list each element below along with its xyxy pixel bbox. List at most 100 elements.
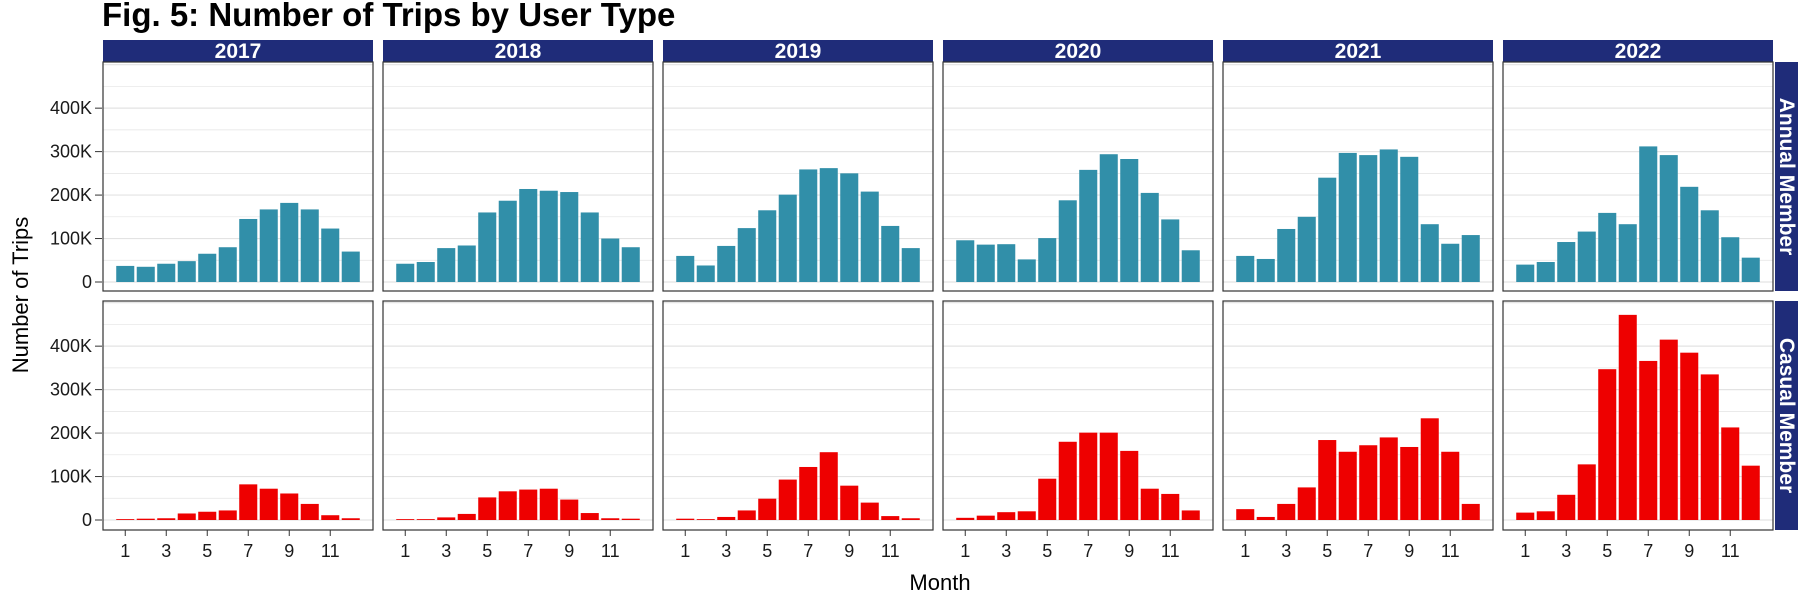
facet-strip-label-2018: 2018 [495, 40, 542, 63]
bar-annual-member-2019-m3 [717, 245, 736, 282]
x-tick-label: 3 [441, 541, 451, 561]
bar-casual-member-2019-m5 [758, 498, 777, 520]
y-tick-label: 100K [50, 229, 92, 249]
panel-border [662, 300, 934, 531]
bar-annual-member-2019-m2 [696, 265, 715, 282]
facet-strip-2017 [103, 40, 373, 62]
bar-annual-member-2019-m4 [737, 228, 756, 282]
bar-annual-member-2020-m2 [976, 244, 995, 282]
bar-casual-member-2022-m12 [1741, 465, 1760, 520]
y-tick-label: 0 [82, 272, 92, 292]
x-tick-label: 11 [881, 541, 900, 561]
bar-casual-member-2018-m8 [539, 488, 558, 520]
x-tick-label: 5 [202, 541, 212, 561]
x-tick-label: 3 [1561, 541, 1571, 561]
bar-annual-member-2017-m5 [198, 253, 217, 282]
bar-annual-member-2017-m3 [157, 263, 176, 282]
facet-strip-label-2020: 2020 [1055, 40, 1102, 63]
panel-border [1502, 300, 1774, 531]
x-tick-label: 1 [120, 541, 130, 561]
row-strip-annual-member [1775, 62, 1798, 291]
bar-annual-member-2017-m8 [259, 209, 278, 282]
bar-casual-member-2018-m9 [560, 499, 579, 520]
bar-casual-member-2019-m4 [737, 510, 756, 520]
x-tick-label: 5 [1322, 541, 1332, 561]
bar-annual-member-2018-m6 [498, 200, 517, 282]
bar-casual-member-2021-m6 [1338, 451, 1357, 520]
bar-annual-member-2022-m1 [1516, 264, 1535, 282]
bar-annual-member-2022-m12 [1741, 257, 1760, 282]
panel-border [102, 61, 374, 292]
bar-casual-member-2019-m12 [901, 518, 920, 520]
x-tick-label: 11 [321, 541, 340, 561]
panel-border [102, 300, 374, 531]
bar-annual-member-2018-m3 [437, 248, 456, 282]
bar-annual-member-2019-m11 [881, 225, 900, 282]
facet-strip-2019 [663, 40, 933, 62]
bar-annual-member-2022-m10 [1700, 210, 1719, 282]
bar-annual-member-2018-m1 [396, 263, 415, 282]
bar-casual-member-2019-m10 [860, 502, 879, 520]
x-tick-label: 9 [844, 541, 854, 561]
row-strip-label-casual-member: Casual Member [1775, 338, 1798, 493]
bar-annual-member-2018-m4 [457, 245, 476, 282]
panel-border [1222, 61, 1494, 292]
bar-annual-member-2017-m1 [116, 265, 135, 282]
bar-annual-member-2021-m10 [1420, 224, 1439, 282]
x-tick-label: 9 [284, 541, 294, 561]
panel-border [382, 300, 654, 531]
bar-annual-member-2017-m9 [280, 202, 299, 282]
y-tick-label: 400K [50, 336, 92, 356]
bar-annual-member-2021-m7 [1359, 155, 1378, 282]
chart-title: Fig. 5: Number of Trips by User Type [102, 0, 675, 33]
x-tick-label: 9 [1684, 541, 1694, 561]
bar-casual-member-2017-m2 [136, 518, 155, 520]
bar-annual-member-2022-m7 [1639, 146, 1658, 282]
facet-strip-label-2019: 2019 [775, 40, 822, 63]
facet-strip-label-2021: 2021 [1335, 40, 1382, 63]
bar-casual-member-2022-m11 [1721, 427, 1740, 520]
x-tick-label: 5 [762, 541, 772, 561]
bar-annual-member-2022-m6 [1618, 224, 1637, 282]
x-tick-label: 11 [1441, 541, 1460, 561]
bar-annual-member-2021-m12 [1461, 235, 1480, 282]
facet-strip-2018 [383, 40, 653, 62]
panel-casual-member-2020 [943, 301, 1213, 530]
panel-border [1502, 61, 1774, 292]
bar-annual-member-2019-m10 [860, 191, 879, 282]
bar-annual-member-2021-m2 [1256, 258, 1275, 282]
bar-annual-member-2019-m5 [758, 210, 777, 282]
bar-casual-member-2019-m2 [696, 519, 715, 520]
facet-strip-2020 [943, 40, 1213, 62]
bar-casual-member-2020-m1 [956, 517, 975, 520]
x-tick-label: 7 [1083, 541, 1093, 561]
bar-casual-member-2020-m3 [997, 512, 1016, 520]
bar-annual-member-2017-m6 [218, 247, 237, 282]
bar-annual-member-2018-m5 [478, 212, 497, 282]
bar-casual-member-2022-m8 [1659, 339, 1678, 520]
bar-annual-member-2018-m10 [580, 212, 599, 282]
bar-annual-member-2018-m9 [560, 192, 579, 282]
bar-annual-member-2021-m4 [1297, 216, 1316, 282]
bar-casual-member-2021-m4 [1297, 487, 1316, 520]
bar-casual-member-2022-m7 [1639, 360, 1658, 520]
bar-annual-member-2019-m12 [901, 248, 920, 282]
bar-annual-member-2020-m7 [1079, 169, 1098, 282]
bar-casual-member-2021-m1 [1236, 509, 1255, 520]
facet-strip-label-2017: 2017 [215, 40, 262, 63]
bar-casual-member-2020-m9 [1120, 450, 1139, 520]
bar-casual-member-2021-m7 [1359, 445, 1378, 520]
x-tick-label: 11 [601, 541, 620, 561]
y-tick-label: 200K [50, 185, 92, 205]
bar-annual-member-2017-m10 [300, 209, 319, 282]
bar-casual-member-2017-m1 [116, 519, 135, 520]
bar-annual-member-2018-m2 [416, 262, 435, 282]
bar-annual-member-2022-m9 [1680, 186, 1699, 282]
bar-casual-member-2020-m8 [1099, 432, 1118, 520]
bar-casual-member-2021-m10 [1420, 418, 1439, 520]
bar-annual-member-2017-m12 [341, 251, 360, 282]
bar-casual-member-2017-m10 [300, 503, 319, 520]
bar-annual-member-2022-m4 [1577, 231, 1596, 282]
bar-annual-member-2017-m11 [321, 228, 340, 282]
